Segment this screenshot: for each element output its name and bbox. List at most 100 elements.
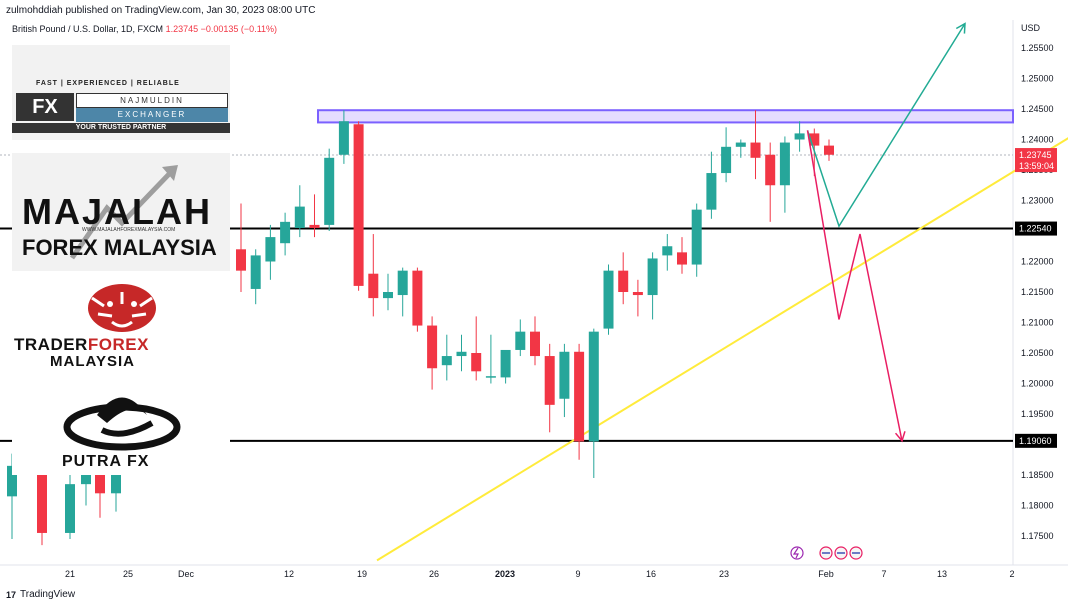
fx-name: NAJMULDIN <box>76 93 228 108</box>
candle <box>397 267 408 317</box>
candle <box>647 252 658 320</box>
candle-body <box>618 270 629 292</box>
level-upper-label: 1.22540 <box>1019 224 1052 234</box>
tradingview-logo-icon: 17 <box>6 589 17 600</box>
y-tick-label: 1.17500 <box>1021 531 1054 541</box>
candle-body <box>794 133 805 140</box>
candle-body <box>294 206 305 228</box>
candle <box>779 136 790 213</box>
candle <box>338 110 349 164</box>
x-tick-label: 21 <box>65 569 75 579</box>
resistance-zone <box>317 109 1014 124</box>
candle-body <box>456 351 467 357</box>
candle-body <box>647 258 658 296</box>
x-tick-label: 12 <box>284 569 294 579</box>
candle-body <box>632 292 643 296</box>
candle-body <box>735 142 746 147</box>
candle-body <box>750 142 761 158</box>
candle <box>309 194 320 238</box>
candle <box>441 334 452 381</box>
candle <box>353 121 364 291</box>
candle <box>471 316 482 381</box>
candle <box>324 148 335 231</box>
fx-tagline: FAST | EXPERIENCED | RELIABLE <box>36 80 180 87</box>
candle-body <box>824 145 834 155</box>
majalah-url: WWW.MAJALAHFOREXMALAYSIA.COM <box>82 227 176 233</box>
candle <box>383 273 393 311</box>
candle-body <box>397 270 408 296</box>
candle <box>530 316 540 366</box>
symbol-name: British Pound / U.S. Dollar, 1D, FXCM <box>12 24 164 34</box>
footer: 17 TradingView <box>6 589 75 600</box>
y-tick-label: 1.20500 <box>1021 348 1054 358</box>
last-price-tag: 1.23745 <box>1019 150 1052 160</box>
putrafx-swoosh-icon <box>63 397 181 451</box>
fx-sub: EXCHANGER <box>76 108 228 122</box>
candle <box>677 237 687 274</box>
y-tick-label: 1.24500 <box>1021 104 1054 114</box>
candle-body <box>515 331 526 350</box>
candle-body <box>427 325 438 369</box>
bearish-projection <box>806 130 903 441</box>
candle-body <box>779 142 790 186</box>
x-tick-label: 25 <box>123 569 133 579</box>
fx-mark: FX <box>16 93 74 121</box>
candle-body <box>662 246 673 256</box>
level-lower-label-bg <box>1015 433 1057 448</box>
candle-body <box>559 351 570 399</box>
candle-body <box>500 349 511 378</box>
candle-body <box>530 331 540 357</box>
majalah-title: MAJALAH <box>22 191 212 232</box>
candle <box>824 139 834 161</box>
candle-body <box>309 224 320 228</box>
publish-info: zulmohddiah published on TradingView.com… <box>6 5 316 16</box>
candle-body <box>691 209 702 265</box>
candle <box>250 249 261 305</box>
x-tick-label: 26 <box>429 569 439 579</box>
candle <box>265 224 276 280</box>
candle-body <box>37 465 47 533</box>
candle-body <box>265 237 276 262</box>
x-tick-label: 13 <box>937 569 947 579</box>
bearish-projection-arrowhead <box>894 431 906 443</box>
candle-body <box>721 146 732 174</box>
candle-body <box>338 121 349 155</box>
level-upper-label-bg <box>1015 221 1057 236</box>
candle <box>603 264 614 335</box>
candle-body <box>485 376 496 378</box>
candle-body <box>677 252 687 265</box>
candle <box>691 203 702 277</box>
candle-body <box>706 173 717 210</box>
putrafx-logo: PUTRA FX <box>12 385 230 475</box>
candle <box>236 203 246 292</box>
candle-body <box>7 465 17 497</box>
candle-body <box>574 351 585 442</box>
candle-body <box>111 475 121 494</box>
candle <box>574 343 585 460</box>
x-tick-label: 16 <box>646 569 656 579</box>
candle-body <box>324 157 335 225</box>
candle-body <box>412 270 423 326</box>
x-tick-label: 23 <box>719 569 729 579</box>
y-tick-label: 1.22000 <box>1021 257 1054 267</box>
candle-body <box>471 353 482 372</box>
y-tick-label: 1.21000 <box>1021 318 1054 328</box>
lightning-icon <box>792 547 799 559</box>
footer-brand: TradingView <box>20 589 76 600</box>
candle-body <box>280 221 291 244</box>
candle-body <box>441 356 452 366</box>
y-tick-label: 1.25500 <box>1021 43 1054 53</box>
x-tick-label: Dec <box>178 569 195 579</box>
candle <box>500 349 511 384</box>
tiger-icon <box>88 284 156 332</box>
price-change: −0.00135 (−0.11%) <box>200 24 278 34</box>
level-lower-label: 1.19060 <box>1019 436 1052 446</box>
candle <box>794 121 805 152</box>
x-tick-label: 2 <box>1009 569 1014 579</box>
y-tick-label: 1.18500 <box>1021 470 1054 480</box>
candle <box>588 328 599 479</box>
y-tick-label: 1.18000 <box>1021 501 1054 511</box>
x-tick-label: 19 <box>357 569 367 579</box>
y-tick-label: 1.24000 <box>1021 135 1054 145</box>
candle-body <box>368 273 379 299</box>
